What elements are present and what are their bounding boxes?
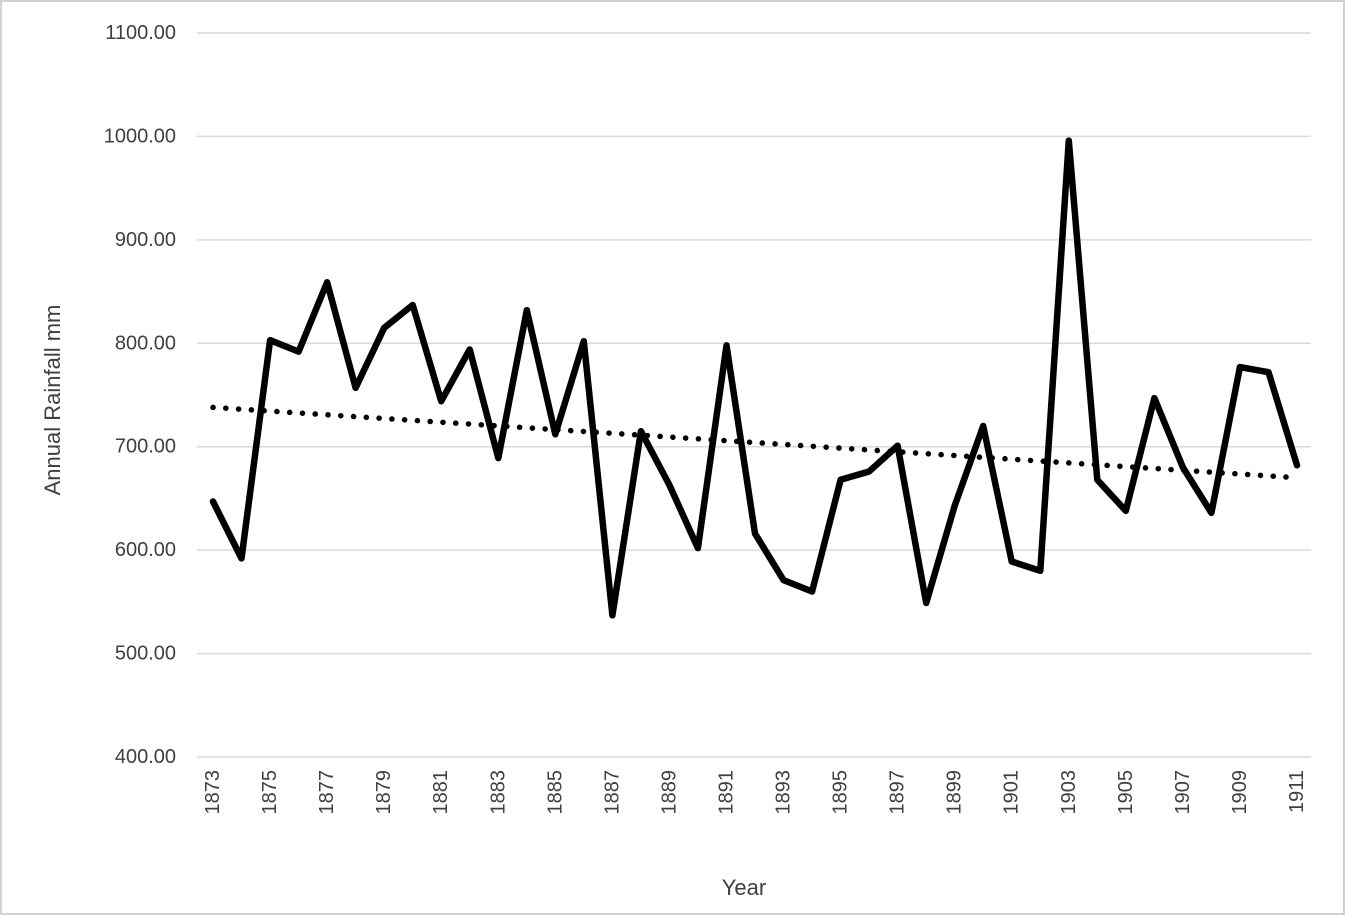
x-tick-label: 1899 bbox=[944, 770, 966, 815]
y-tick-label: 600.00 bbox=[115, 539, 176, 561]
x-tick-label: 1909 bbox=[1229, 770, 1251, 815]
x-axis-tick-labels: 1873 1875 1877 1879 1881 1883 1885 1887 1889 1891… bbox=[202, 770, 1308, 815]
x-tick-label: 1893 bbox=[773, 770, 795, 815]
trendline-dotted bbox=[210, 404, 1300, 481]
x-tick-label: 1889 bbox=[658, 770, 680, 815]
y-tick-label: 400.00 bbox=[115, 746, 176, 768]
x-tick-label: 1877 bbox=[316, 770, 338, 815]
x-tick-label: 1873 bbox=[202, 770, 224, 815]
rainfall-series-line bbox=[209, 137, 1301, 619]
x-tick-label: 1903 bbox=[1058, 770, 1080, 815]
x-tick-label: 1905 bbox=[1115, 770, 1137, 815]
x-tick-label: 1907 bbox=[1172, 770, 1194, 815]
y-axis-title: Annual Rainfall mm bbox=[40, 305, 65, 496]
x-axis-title: Year bbox=[722, 875, 766, 900]
x-tick-label: 1901 bbox=[1001, 770, 1023, 815]
y-axis-tick-labels: 400.00 500.00 600.00 700.00 800.00 900.00 1000… bbox=[104, 22, 176, 768]
x-tick-label: 1911 bbox=[1286, 770, 1308, 813]
x-tick-label: 1883 bbox=[487, 770, 509, 815]
x-tick-label: 1885 bbox=[544, 770, 566, 815]
y-tick-label: 700.00 bbox=[115, 436, 176, 458]
y-tick-label: 1100.00 bbox=[105, 22, 176, 44]
y-tick-label: 900.00 bbox=[115, 229, 176, 251]
x-tick-label: 1879 bbox=[373, 770, 395, 815]
x-tick-label: 1891 bbox=[715, 770, 737, 815]
y-tick-label: 500.00 bbox=[115, 643, 176, 665]
x-tick-label: 1881 bbox=[430, 770, 452, 815]
gridlines bbox=[197, 32, 1311, 758]
x-tick-label: 1897 bbox=[887, 770, 909, 815]
x-tick-label: 1895 bbox=[830, 770, 852, 815]
x-tick-label: 1887 bbox=[601, 770, 623, 815]
x-tick-label: 1875 bbox=[259, 770, 281, 815]
y-tick-label: 800.00 bbox=[115, 332, 176, 354]
y-tick-label: 1000.00 bbox=[104, 125, 176, 147]
